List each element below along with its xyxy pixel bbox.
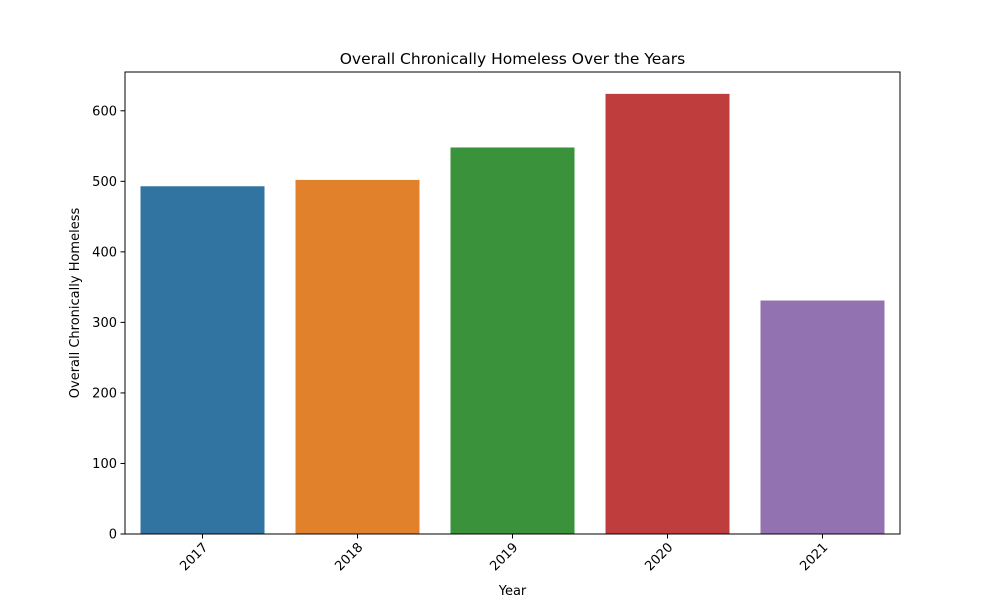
bar-2018	[295, 179, 420, 535]
y-tick-label: 100	[92, 457, 117, 472]
x-tick-label: 2018	[332, 540, 366, 574]
y-tick-label: 600	[92, 104, 117, 119]
bar-2017	[140, 186, 265, 534]
y-tick-label: 300	[92, 316, 117, 331]
x-tick-label: 2017	[177, 540, 211, 574]
x-tick-label: 2020	[642, 540, 676, 574]
y-axis: 0 100 200 300 400 500 600	[92, 104, 125, 543]
bar-2020	[605, 93, 730, 534]
bars-layer	[140, 93, 885, 535]
y-tick-label: 500	[92, 175, 117, 190]
x-tick-label: 2019	[487, 540, 521, 574]
plot-frame	[124, 71, 901, 535]
x-tick-label: 2021	[797, 540, 831, 574]
bar-2019	[450, 147, 575, 535]
y-axis-label: Overall Chronically Homeless	[68, 208, 83, 399]
bar-2021	[760, 300, 885, 534]
x-axis: 2017 2018 2019 2020 2021	[177, 534, 831, 574]
x-axis-label: Year	[498, 584, 527, 599]
y-tick-label: 200	[92, 386, 117, 401]
chart-title: Overall Chronically Homeless Over the Ye…	[340, 50, 686, 68]
y-tick-label: 400	[92, 245, 117, 260]
y-tick-label: 0	[109, 528, 117, 543]
